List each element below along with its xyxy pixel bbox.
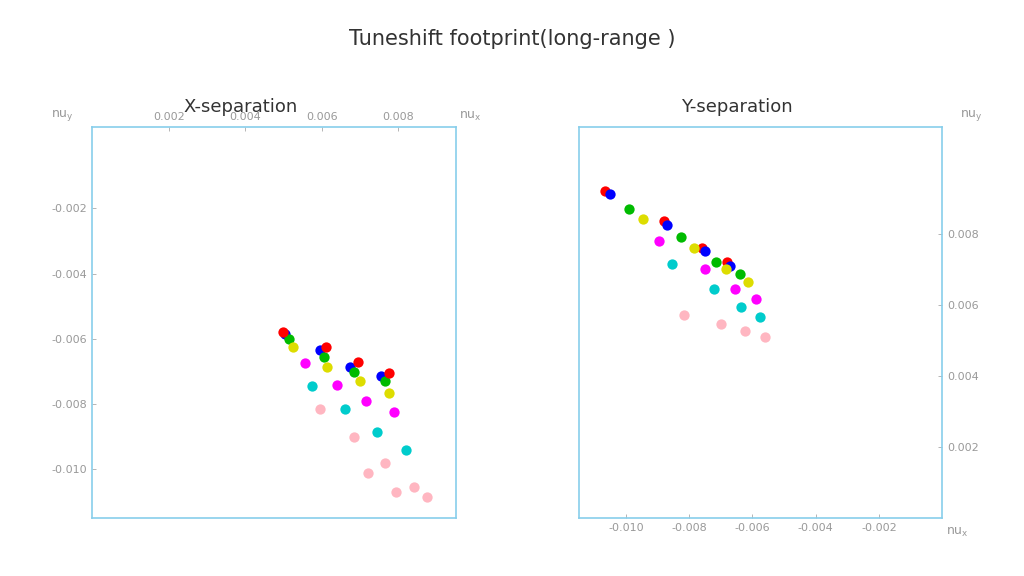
Point xyxy=(373,372,389,381)
Point xyxy=(676,311,692,320)
Point xyxy=(304,382,321,391)
Point xyxy=(377,458,393,468)
Point xyxy=(602,190,618,199)
Point xyxy=(342,362,358,372)
Point xyxy=(673,233,689,242)
Text: $\mathregular{nu_y}$: $\mathregular{nu_y}$ xyxy=(961,108,983,123)
Point xyxy=(739,277,756,286)
Point xyxy=(731,270,748,279)
Point xyxy=(397,445,414,454)
Point xyxy=(722,261,738,270)
Text: X-separation: X-separation xyxy=(183,98,298,116)
Point xyxy=(311,404,328,414)
Point xyxy=(686,243,702,252)
Point xyxy=(757,332,773,342)
Point xyxy=(296,359,312,368)
Point xyxy=(727,284,743,293)
Text: Y-separation: Y-separation xyxy=(681,98,794,116)
Point xyxy=(346,367,362,376)
Point xyxy=(319,362,336,372)
Point xyxy=(359,468,376,478)
Point xyxy=(406,483,422,492)
Point xyxy=(317,342,334,351)
Point xyxy=(315,353,332,362)
Point xyxy=(664,259,680,268)
Point xyxy=(597,186,613,195)
Point xyxy=(346,432,362,441)
Text: $\mathregular{nu_x}$: $\mathregular{nu_x}$ xyxy=(946,526,969,539)
Point xyxy=(655,217,672,226)
Text: $\mathregular{nu_x}$: $\mathregular{nu_x}$ xyxy=(460,109,482,123)
Point xyxy=(275,328,292,337)
Point xyxy=(696,264,713,274)
Point xyxy=(752,313,768,322)
Point xyxy=(719,257,735,267)
Point xyxy=(733,302,750,311)
Point xyxy=(281,334,297,343)
Point xyxy=(748,295,764,304)
Point xyxy=(381,369,397,378)
Text: $\mathregular{nu_y}$: $\mathregular{nu_y}$ xyxy=(51,108,74,123)
Point xyxy=(386,408,402,417)
Point xyxy=(621,204,637,213)
Point xyxy=(707,284,723,293)
Point xyxy=(285,342,301,351)
Point xyxy=(651,236,668,245)
Point xyxy=(357,396,374,406)
Point xyxy=(635,215,651,224)
Point xyxy=(337,404,353,414)
Point xyxy=(381,388,397,397)
Point xyxy=(388,488,404,497)
Point xyxy=(377,377,393,386)
Point xyxy=(693,243,710,252)
Point xyxy=(708,257,724,267)
Point xyxy=(369,427,385,437)
Point xyxy=(352,377,369,386)
Point xyxy=(696,247,713,256)
Point xyxy=(311,346,328,355)
Text: Tuneshift footprint(long-range ): Tuneshift footprint(long-range ) xyxy=(349,29,675,49)
Point xyxy=(419,492,435,502)
Point xyxy=(658,220,675,229)
Point xyxy=(718,264,734,274)
Point xyxy=(329,380,345,389)
Point xyxy=(278,329,294,339)
Point xyxy=(736,327,753,336)
Point xyxy=(713,320,729,329)
Point xyxy=(350,357,367,366)
